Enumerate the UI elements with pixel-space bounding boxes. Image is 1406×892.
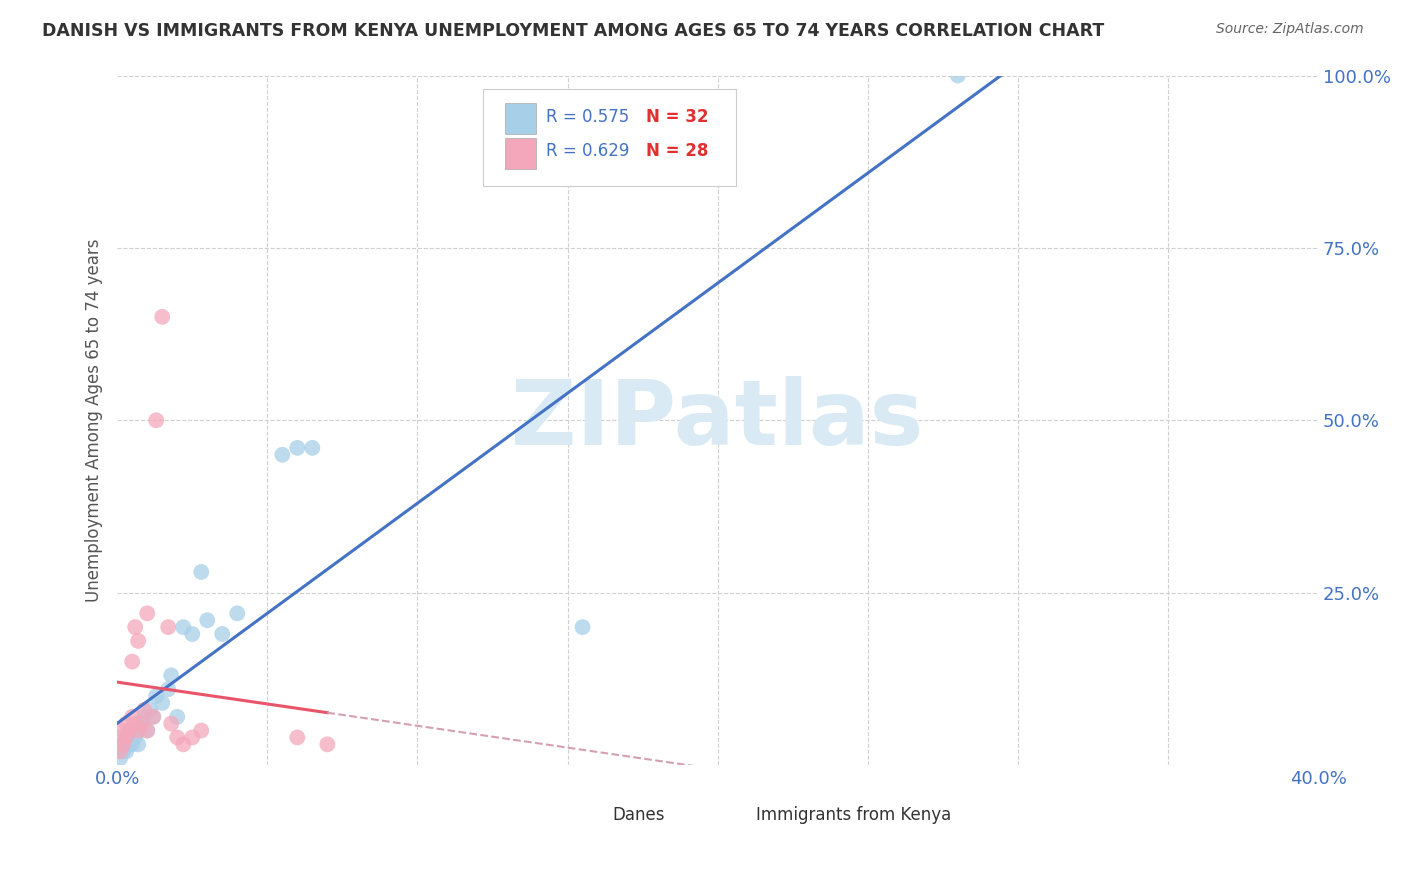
Point bbox=[118, 737, 141, 751]
Text: Source: ZipAtlas.com: Source: ZipAtlas.com bbox=[1216, 22, 1364, 37]
Point bbox=[285, 731, 308, 745]
Point bbox=[166, 710, 188, 724]
Point bbox=[134, 710, 156, 724]
Point bbox=[115, 744, 138, 758]
Point bbox=[112, 744, 135, 758]
FancyBboxPatch shape bbox=[505, 103, 536, 134]
Point bbox=[195, 613, 218, 627]
Point bbox=[121, 737, 143, 751]
Point bbox=[121, 655, 143, 669]
Point bbox=[129, 716, 152, 731]
Point bbox=[115, 731, 138, 745]
Point bbox=[127, 723, 149, 738]
Text: Immigrants from Kenya: Immigrants from Kenya bbox=[756, 805, 952, 823]
Point bbox=[112, 737, 135, 751]
Point bbox=[150, 310, 173, 324]
Text: DANISH VS IMMIGRANTS FROM KENYA UNEMPLOYMENT AMONG AGES 65 TO 74 YEARS CORRELATI: DANISH VS IMMIGRANTS FROM KENYA UNEMPLOY… bbox=[42, 22, 1105, 40]
Point bbox=[108, 744, 131, 758]
Point bbox=[172, 620, 194, 634]
Point bbox=[145, 689, 167, 703]
Point bbox=[121, 723, 143, 738]
Point bbox=[108, 751, 131, 765]
Point bbox=[226, 607, 249, 621]
Point bbox=[316, 737, 339, 751]
FancyBboxPatch shape bbox=[717, 803, 748, 827]
Point bbox=[166, 731, 188, 745]
Point bbox=[115, 716, 138, 731]
Point bbox=[271, 448, 294, 462]
FancyBboxPatch shape bbox=[505, 137, 536, 169]
Point bbox=[160, 668, 183, 682]
Text: R = 0.629: R = 0.629 bbox=[546, 143, 630, 161]
Point bbox=[190, 565, 212, 579]
Point bbox=[190, 723, 212, 738]
Point bbox=[181, 731, 204, 745]
Point bbox=[124, 620, 146, 634]
Point bbox=[571, 620, 593, 634]
Point bbox=[181, 627, 204, 641]
Text: N = 32: N = 32 bbox=[645, 108, 709, 126]
FancyBboxPatch shape bbox=[484, 89, 735, 186]
Point bbox=[172, 737, 194, 751]
Text: ZIPatlas: ZIPatlas bbox=[512, 376, 924, 464]
Point bbox=[157, 620, 180, 634]
Point bbox=[139, 703, 162, 717]
Point bbox=[142, 710, 165, 724]
FancyBboxPatch shape bbox=[574, 803, 603, 827]
Text: R = 0.575: R = 0.575 bbox=[546, 108, 628, 126]
Point bbox=[124, 731, 146, 745]
Text: N = 28: N = 28 bbox=[645, 143, 709, 161]
Text: Danes: Danes bbox=[612, 805, 665, 823]
Point bbox=[127, 634, 149, 648]
Point bbox=[124, 716, 146, 731]
Point bbox=[121, 710, 143, 724]
Point bbox=[157, 682, 180, 697]
Point bbox=[127, 737, 149, 751]
Point bbox=[145, 413, 167, 427]
Point bbox=[136, 723, 159, 738]
Point bbox=[115, 731, 138, 745]
Point bbox=[136, 723, 159, 738]
Point bbox=[134, 703, 156, 717]
Point bbox=[127, 723, 149, 738]
Y-axis label: Unemployment Among Ages 65 to 74 years: Unemployment Among Ages 65 to 74 years bbox=[86, 238, 103, 602]
Point bbox=[118, 723, 141, 738]
Point bbox=[136, 607, 159, 621]
Point bbox=[160, 716, 183, 731]
Point bbox=[301, 441, 323, 455]
Point bbox=[142, 710, 165, 724]
Point bbox=[285, 441, 308, 455]
Point bbox=[150, 696, 173, 710]
Point bbox=[108, 731, 131, 745]
Point bbox=[946, 69, 969, 83]
Point bbox=[112, 737, 135, 751]
Point bbox=[129, 716, 152, 731]
Point bbox=[112, 723, 135, 738]
Point bbox=[211, 627, 233, 641]
